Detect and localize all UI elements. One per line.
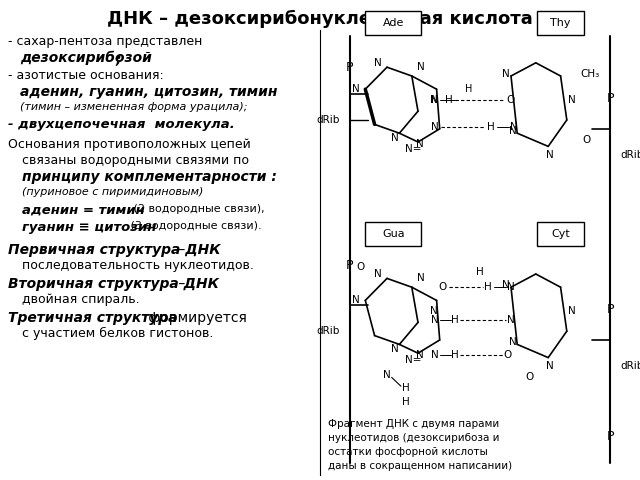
Text: dRib: dRib bbox=[316, 115, 340, 125]
Text: O: O bbox=[504, 350, 512, 360]
Text: N=: N= bbox=[405, 144, 422, 154]
Text: dRib: dRib bbox=[620, 361, 640, 372]
Text: N: N bbox=[352, 84, 360, 94]
Text: P: P bbox=[607, 430, 614, 444]
Text: dRib: dRib bbox=[316, 326, 340, 336]
Text: P: P bbox=[346, 259, 353, 272]
Text: дезоксирибозой: дезоксирибозой bbox=[20, 51, 152, 65]
Text: (2 водородные связи),: (2 водородные связи), bbox=[130, 204, 264, 214]
Text: CH₃: CH₃ bbox=[580, 69, 600, 79]
Text: N: N bbox=[374, 269, 381, 279]
Text: ДНК – дезоксирибонуклеиновая кислота: ДНК – дезоксирибонуклеиновая кислота bbox=[107, 10, 533, 28]
Text: N: N bbox=[391, 132, 399, 143]
Text: N: N bbox=[502, 280, 510, 290]
Text: N: N bbox=[415, 139, 424, 149]
Text: (3 водородные связи).: (3 водородные связи). bbox=[127, 221, 262, 231]
Text: P: P bbox=[607, 303, 614, 316]
Text: O: O bbox=[525, 372, 534, 383]
Text: - азотистые основания:: - азотистые основания: bbox=[8, 69, 164, 82]
Text: аденин, гуанин, цитозин, тимин: аденин, гуанин, цитозин, тимин bbox=[20, 85, 278, 99]
Text: O: O bbox=[438, 282, 447, 292]
Text: –: – bbox=[174, 243, 185, 257]
Text: –: – bbox=[174, 277, 185, 291]
Bar bbox=[365, 11, 421, 36]
Text: N: N bbox=[431, 350, 439, 360]
Text: N: N bbox=[546, 361, 554, 372]
Text: N: N bbox=[431, 315, 439, 325]
Text: N: N bbox=[509, 126, 516, 136]
Text: N: N bbox=[546, 150, 554, 160]
Text: O: O bbox=[506, 95, 515, 105]
Text: H: H bbox=[451, 350, 459, 360]
Bar bbox=[538, 11, 584, 36]
Text: Третичная структура: Третичная структура bbox=[8, 311, 177, 325]
Text: N: N bbox=[391, 344, 399, 354]
Text: P: P bbox=[607, 92, 614, 105]
Text: N: N bbox=[431, 95, 439, 105]
Text: H: H bbox=[487, 121, 495, 132]
Text: N: N bbox=[510, 121, 518, 132]
Text: H: H bbox=[451, 315, 459, 325]
Text: N: N bbox=[507, 315, 515, 325]
Text: dRib: dRib bbox=[620, 150, 640, 160]
Text: двойная спираль.: двойная спираль. bbox=[22, 293, 140, 306]
Text: - сахар-пентоза представлен: - сахар-пентоза представлен bbox=[8, 35, 202, 48]
Text: N=: N= bbox=[405, 355, 422, 365]
Text: H: H bbox=[402, 384, 410, 394]
Text: (тимин – измененная форма урацила);: (тимин – измененная форма урацила); bbox=[20, 102, 248, 112]
Text: формируется: формируется bbox=[144, 311, 247, 325]
Text: Cyt: Cyt bbox=[551, 229, 570, 240]
Text: связаны водородными связями по: связаны водородными связями по bbox=[22, 154, 249, 167]
Text: N: N bbox=[509, 337, 516, 347]
Text: с участием белков гистонов.: с участием белков гистонов. bbox=[22, 327, 213, 340]
Text: - двухцепочечная  молекула.: - двухцепочечная молекула. bbox=[8, 118, 235, 131]
Bar bbox=[538, 222, 584, 247]
Text: N: N bbox=[429, 306, 437, 316]
Text: принципу комплементарности :: принципу комплементарности : bbox=[22, 170, 277, 184]
Text: H: H bbox=[484, 282, 492, 292]
Text: P: P bbox=[346, 60, 353, 74]
Text: N: N bbox=[429, 95, 437, 105]
Text: H: H bbox=[402, 396, 410, 407]
Text: (пуриновое с пиримидиновым): (пуриновое с пиримидиновым) bbox=[22, 187, 204, 197]
Text: N: N bbox=[431, 121, 439, 132]
Text: Ade: Ade bbox=[383, 18, 404, 28]
Text: N: N bbox=[502, 69, 510, 79]
Text: O: O bbox=[356, 263, 365, 272]
Text: N: N bbox=[417, 274, 425, 283]
Text: N: N bbox=[383, 370, 391, 380]
Text: Gua: Gua bbox=[382, 229, 404, 240]
Text: Основания противоположных цепей: Основания противоположных цепей bbox=[8, 138, 251, 151]
Text: N: N bbox=[374, 58, 381, 68]
Text: гуанин ≡ цитозин: гуанин ≡ цитозин bbox=[22, 221, 156, 234]
Text: H: H bbox=[465, 84, 473, 94]
Text: O: O bbox=[583, 135, 591, 145]
Text: последовательность нуклеотидов.: последовательность нуклеотидов. bbox=[22, 259, 254, 272]
Text: H: H bbox=[445, 95, 453, 105]
Text: N: N bbox=[568, 95, 575, 105]
Text: Thy: Thy bbox=[550, 18, 571, 28]
Text: Вторичная структура ДНК: Вторичная структура ДНК bbox=[8, 277, 219, 291]
Text: аденин = тимин: аденин = тимин bbox=[22, 204, 145, 217]
Text: Первичная структура ДНК: Первичная структура ДНК bbox=[8, 243, 221, 257]
Text: N: N bbox=[417, 62, 425, 72]
Bar bbox=[365, 222, 421, 247]
Text: N: N bbox=[352, 295, 360, 305]
Text: Фрагмент ДНК с двумя парами
нуклеотидов (дезоксирибоза и
остатки фосфорной кисло: Фрагмент ДНК с двумя парами нуклеотидов … bbox=[328, 419, 512, 471]
Text: N: N bbox=[568, 306, 575, 316]
Text: ;: ; bbox=[115, 52, 120, 66]
Text: N: N bbox=[507, 282, 515, 292]
Text: H: H bbox=[476, 267, 484, 277]
Text: N: N bbox=[415, 350, 424, 360]
